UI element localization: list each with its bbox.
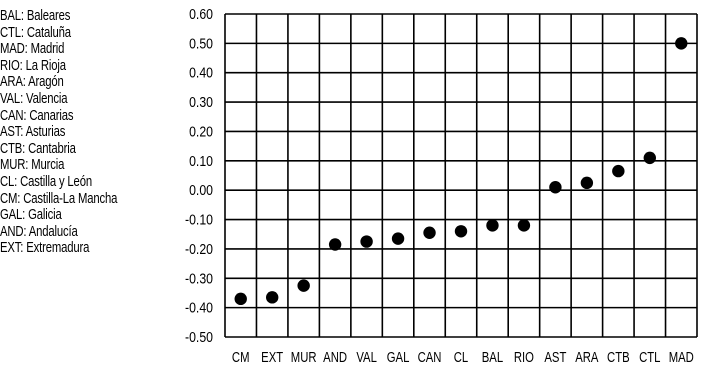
legend-item: CAN: Canarias [0,107,74,124]
data-point-ctb [612,164,625,178]
y-tick-label: 0.00 [189,182,213,198]
legend-item: VAL: Valencia [0,90,68,107]
legend-item: ARA: Aragón [0,74,64,91]
data-point-ctl [643,151,656,165]
legend-item: CTL: Cataluña [0,24,71,41]
y-tick-label: -0.50 [185,329,213,345]
x-tick-label: CTL [639,349,660,366]
x-tick-label: MUR [291,349,317,366]
data-point-ext [266,291,279,304]
data-point-mur [297,279,310,292]
data-point-val [360,235,373,248]
data-point-can [423,226,436,239]
x-tick-label: VAL [356,349,377,366]
y-tick-label: 0.50 [189,35,213,51]
legend: BAL: Baleares CTL: Cataluña MAD: Madrid RIO… [0,8,180,257]
data-point-cl [454,225,468,238]
legend-item: AST: Asturias [0,124,66,141]
legend-item: MAD: Madrid [0,41,65,58]
legend-item: CM: Castilla-La Mancha [0,190,118,207]
data-point-gal [391,232,405,245]
legend-item: AND: Andalucía [0,223,78,240]
y-tick-label: -0.10 [185,211,213,227]
x-tick-label: GAL [387,349,410,366]
data-point-ast [549,181,562,194]
data-point-rio [517,219,531,232]
x-tick-label: CTB [607,349,630,366]
data-point-cm [234,292,247,306]
data-point-bal [486,219,499,232]
x-tick-label: CL [454,349,468,366]
y-tick-label: 0.20 [189,123,213,139]
legend-item: BAL: Baleares [0,8,71,24]
x-tick-label: AST [544,349,566,366]
x-tick-label: CAN [418,349,442,366]
x-tick-label: MAD [669,349,694,366]
legend-item: EXT: Extremadura [0,240,90,257]
y-tick-label: 0.30 [189,94,213,110]
x-tick-label: BAL [482,349,503,366]
data-point-and [328,238,342,251]
y-tick-label: -0.20 [185,241,213,257]
x-tick-label: CM [232,349,250,366]
data-point-mad [675,37,688,50]
y-tick-label: -0.40 [185,300,213,316]
legend-item: CTB: Cantabria [0,140,76,157]
x-tick-label: ARA [575,349,599,366]
y-tick-label: 0.10 [189,153,213,169]
x-tick-label: AND [323,349,347,366]
y-tick-label: -0.30 [185,270,213,286]
data-point-ara [580,176,594,190]
y-tick-label: 0.40 [189,65,213,81]
x-tick-label: RIO [514,349,534,366]
legend-item: CL: Castilla y León [0,173,92,190]
x-tick-label: EXT [261,349,283,366]
legend-item: MUR: Murcia [0,157,65,174]
legend-item: GAL: Galicia [0,207,62,224]
y-tick-label: 0.60 [189,6,213,22]
legend-item: RIO: La Rioja [0,57,66,74]
